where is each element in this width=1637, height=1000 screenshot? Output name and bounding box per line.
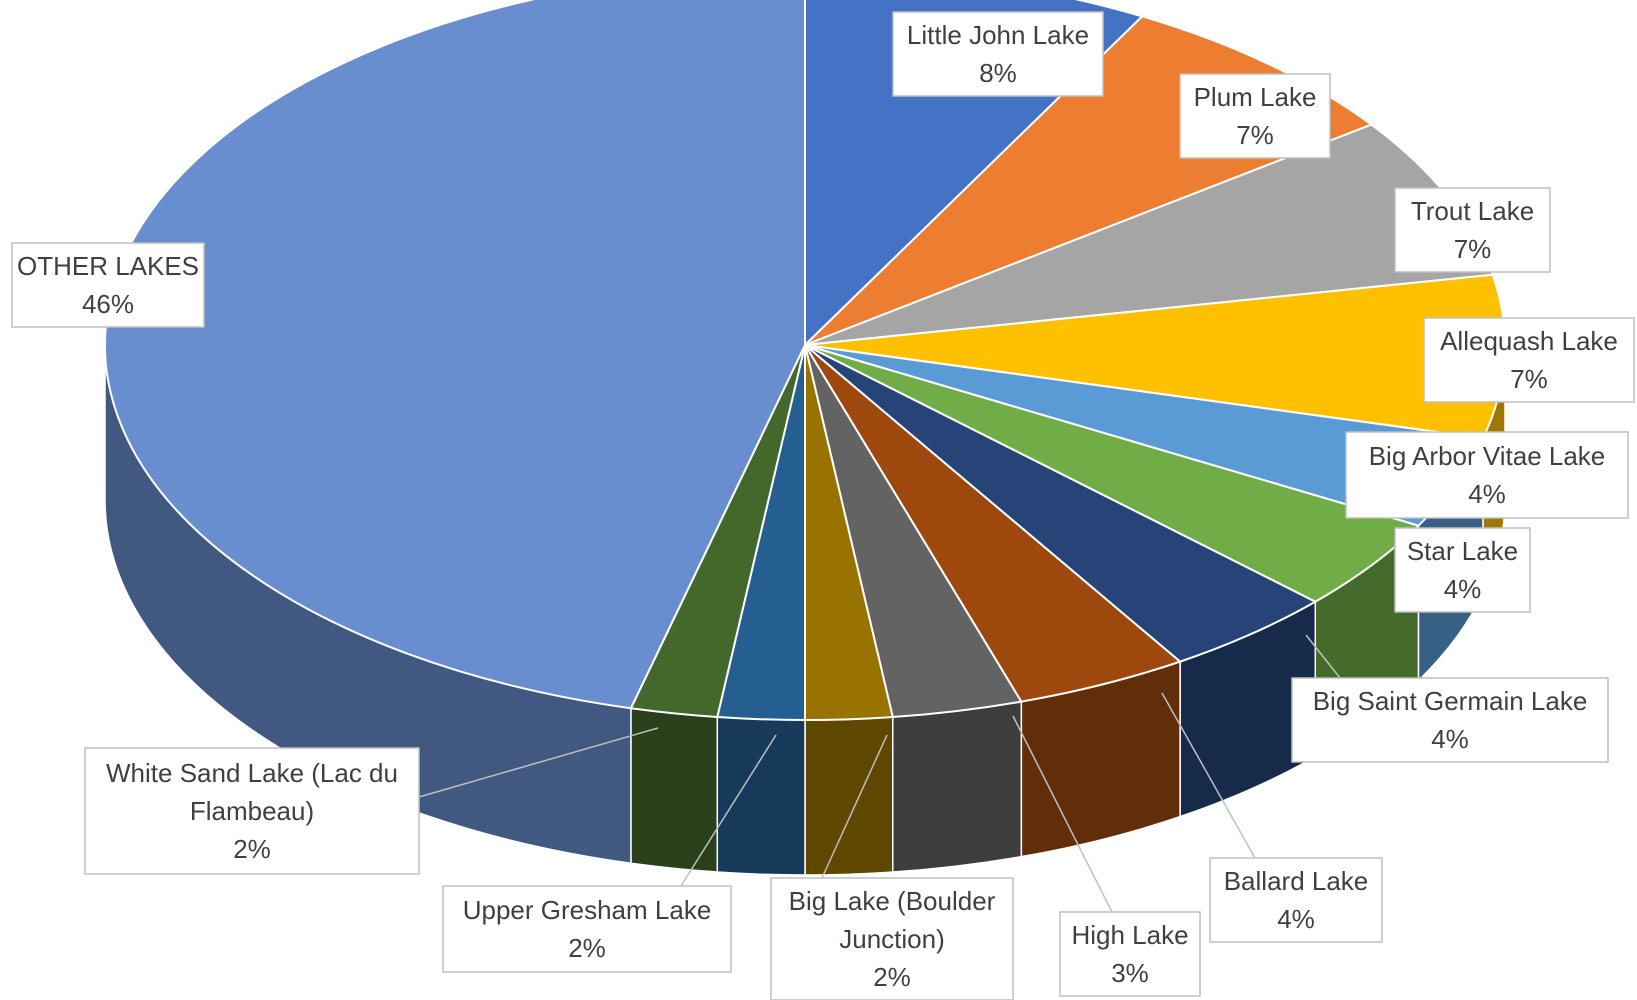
slice-value-label: 2% (233, 834, 271, 864)
slice-label: High Lake (1071, 920, 1188, 950)
data-label-allequash-lake: Allequash Lake 7% (1423, 317, 1635, 403)
pie-slices (103, 0, 1506, 722)
data-label-big-lake-boulder-junction: Big Lake (Boulder Junction) 2% (770, 877, 1014, 1000)
leader-ballard-lake (1161, 692, 1256, 859)
label-box (1394, 527, 1531, 613)
label-box (84, 747, 420, 875)
slice-value-label: 46% (82, 289, 134, 319)
label-box (442, 885, 732, 973)
pie-side-upper-gresham-lake (716, 716, 806, 876)
label-box (1291, 677, 1609, 763)
slice-label: Ballard Lake (1224, 866, 1369, 896)
slice-value-label: 4% (1468, 479, 1506, 509)
slice-label: Big Saint Germain Lake (1313, 686, 1588, 716)
data-label-upper-gresham-lake: Upper Gresham Lake 2% (442, 885, 732, 973)
label-box (1179, 73, 1331, 159)
label-box (892, 11, 1104, 97)
slice-value-label: 7% (1510, 364, 1548, 394)
data-label-other-lakes: OTHER LAKES 46% (11, 242, 205, 328)
slice-value-label: 2% (873, 962, 911, 992)
pie-side-big-lake-boulder-junction (804, 716, 894, 876)
data-label-big-saint-germain-lake: Big Saint Germain Lake 4% (1291, 677, 1609, 763)
leader-upper-gresham-lake (680, 734, 777, 887)
data-label-little-john-lake: Little John Lake 8% (892, 11, 1104, 97)
label-box (1209, 857, 1383, 943)
label-box (1394, 187, 1551, 273)
label-box (1423, 317, 1635, 403)
pie-sides (104, 344, 1506, 876)
slice-label: Allequash Lake (1440, 326, 1618, 356)
leader-white-sand-lake-lac-du-flambeau (418, 727, 659, 798)
data-label-trout-lake: Trout Lake 7% (1394, 187, 1551, 273)
leader-big-lake-boulder-junction (821, 734, 888, 879)
leader-lines (418, 634, 1341, 913)
slice-label: OTHER LAKES (17, 251, 199, 281)
leader-big-saint-germain-lake (1305, 634, 1341, 679)
data-label-big-arbor-vitae-lake: Big Arbor Vitae Lake 4% (1345, 431, 1629, 519)
label-box (1345, 431, 1629, 519)
slice-label: Star Lake (1407, 536, 1518, 566)
data-label-ballard-lake: Ballard Lake 4% (1209, 857, 1383, 943)
data-label-white-sand-lake-lac-du-flambeau: White Sand Lake (Lac du Flambeau) 2% (84, 747, 420, 875)
slice-value-label: 8% (979, 58, 1017, 88)
slice-value-label: 4% (1431, 724, 1469, 754)
slice-label: Upper Gresham Lake (463, 895, 712, 925)
label-box (11, 242, 205, 328)
slice-label: Little John Lake (907, 20, 1089, 50)
data-labels: Little John Lake 8% Plum Lake 7% Trout Lake 7… (11, 11, 1635, 1000)
slice-value-label: 4% (1277, 904, 1315, 934)
slice-value-label: 2% (568, 933, 606, 963)
data-label-plum-lake: Plum Lake 7% (1179, 73, 1331, 159)
slice-label: Big Arbor Vitae Lake (1369, 441, 1606, 471)
slice-label: White Sand Lake (Lac du Flambeau) (106, 758, 398, 826)
pie-side-high-lake (891, 700, 1023, 873)
slice-label: Trout Lake (1411, 196, 1534, 226)
label-box (1059, 911, 1201, 997)
data-label-high-lake: High Lake 3% (1059, 911, 1201, 997)
label-box (770, 877, 1014, 1000)
leader-high-lake (1012, 715, 1113, 913)
data-label-star-lake: Star Lake 4% (1394, 527, 1531, 613)
slice-value-label: 7% (1454, 234, 1492, 264)
slice-label: Big Lake (Boulder Junction) (789, 886, 996, 954)
slice-value-label: 3% (1111, 958, 1149, 988)
slice-value-label: 4% (1444, 574, 1482, 604)
slice-label: Plum Lake (1194, 82, 1317, 112)
slice-value-label: 7% (1236, 120, 1274, 150)
